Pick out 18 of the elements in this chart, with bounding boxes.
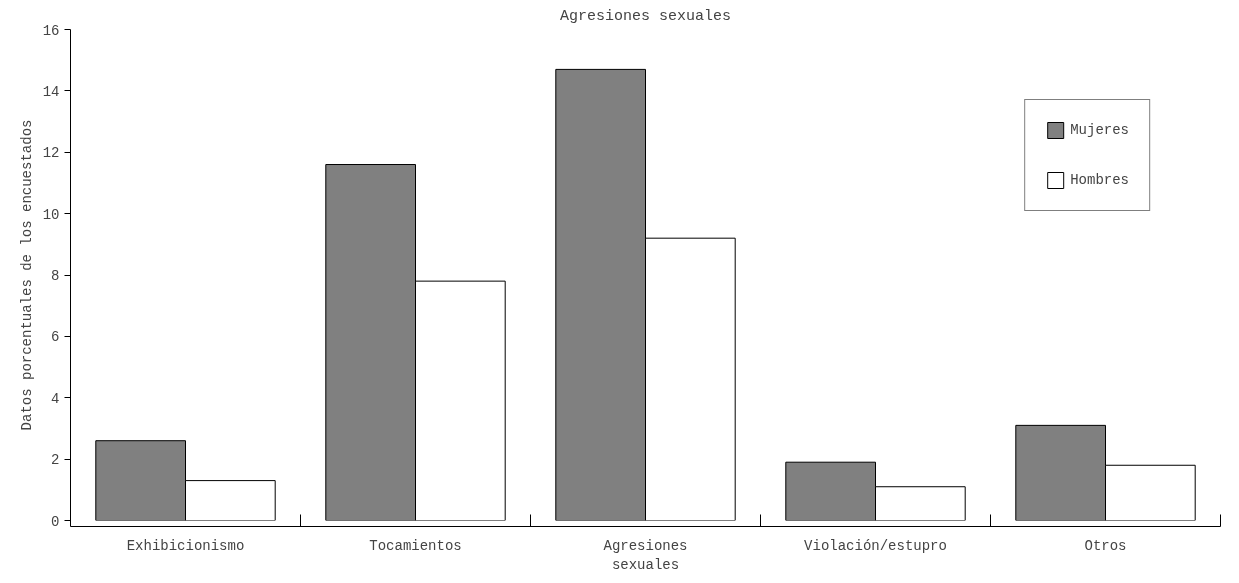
y-tick-label: 0 bbox=[51, 513, 60, 530]
y-tick-label: 2 bbox=[51, 452, 60, 469]
y-tick-label: 12 bbox=[42, 145, 60, 162]
x-tick-label: Otros bbox=[1084, 537, 1127, 554]
y-tick-label: 16 bbox=[42, 22, 60, 39]
y-tick-label: 14 bbox=[42, 83, 60, 100]
y-axis-title: Datos porcentuales de los encuestados bbox=[18, 119, 35, 431]
y-tick-label: 6 bbox=[51, 329, 60, 346]
y-tick-label: 4 bbox=[51, 390, 60, 407]
chart-title: Agresiones sexuales bbox=[559, 7, 732, 25]
y-tick-label: 8 bbox=[51, 268, 60, 284]
x-tick-label: Violación/estupro bbox=[804, 537, 947, 554]
x-tick-label: Agresiones sexuales bbox=[603, 537, 688, 573]
legend-label: Mujeres bbox=[1070, 122, 1129, 138]
y-tick-label: 10 bbox=[42, 206, 60, 223]
x-tick-label: Exhibicionismo bbox=[126, 537, 245, 554]
x-tick-label: Tocamientos bbox=[369, 537, 462, 554]
legend-label: Hombres bbox=[1070, 172, 1129, 188]
